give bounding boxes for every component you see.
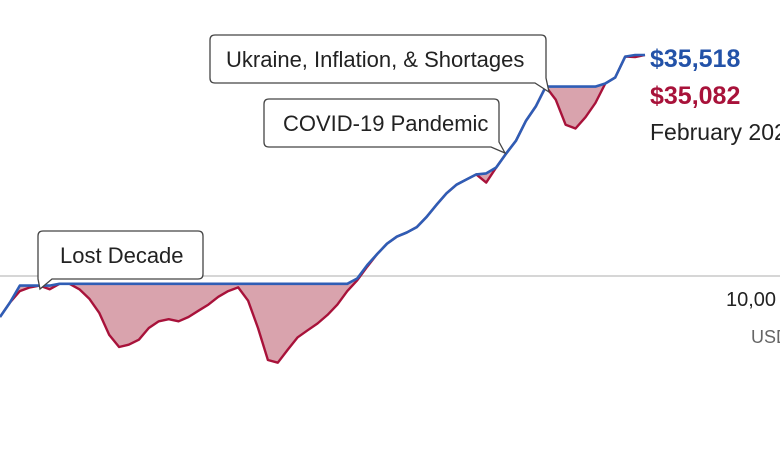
y-unit-label: USD — [751, 327, 780, 347]
callout-covid-19-pandemic: COVID-19 Pandemic — [263, 98, 507, 155]
peak-value-label: $35,518 — [650, 45, 740, 73]
drawdown-area — [0, 55, 645, 363]
y-tick-label-10000: 10,00 — [726, 289, 776, 311]
callout-lost-decade-box — [37, 230, 204, 291]
date-label: February 202 — [650, 119, 780, 145]
callout-ukraine-text: Ukraine, Inflation, & Shortages — [226, 47, 524, 72]
callout-covid-text: COVID-19 Pandemic — [283, 111, 488, 136]
callout-lost-decade: Lost Decade — [37, 230, 204, 291]
current-value-label: $35,082 — [650, 82, 740, 110]
peak-line — [0, 53, 645, 318]
callout-covid-box — [263, 98, 507, 155]
callout-ukraine-box — [209, 34, 550, 94]
callout-ukraine-inflation-shortages: Ukraine, Inflation, & Shortages — [209, 34, 550, 94]
callout-lost-decade-text: Lost Decade — [60, 243, 184, 268]
